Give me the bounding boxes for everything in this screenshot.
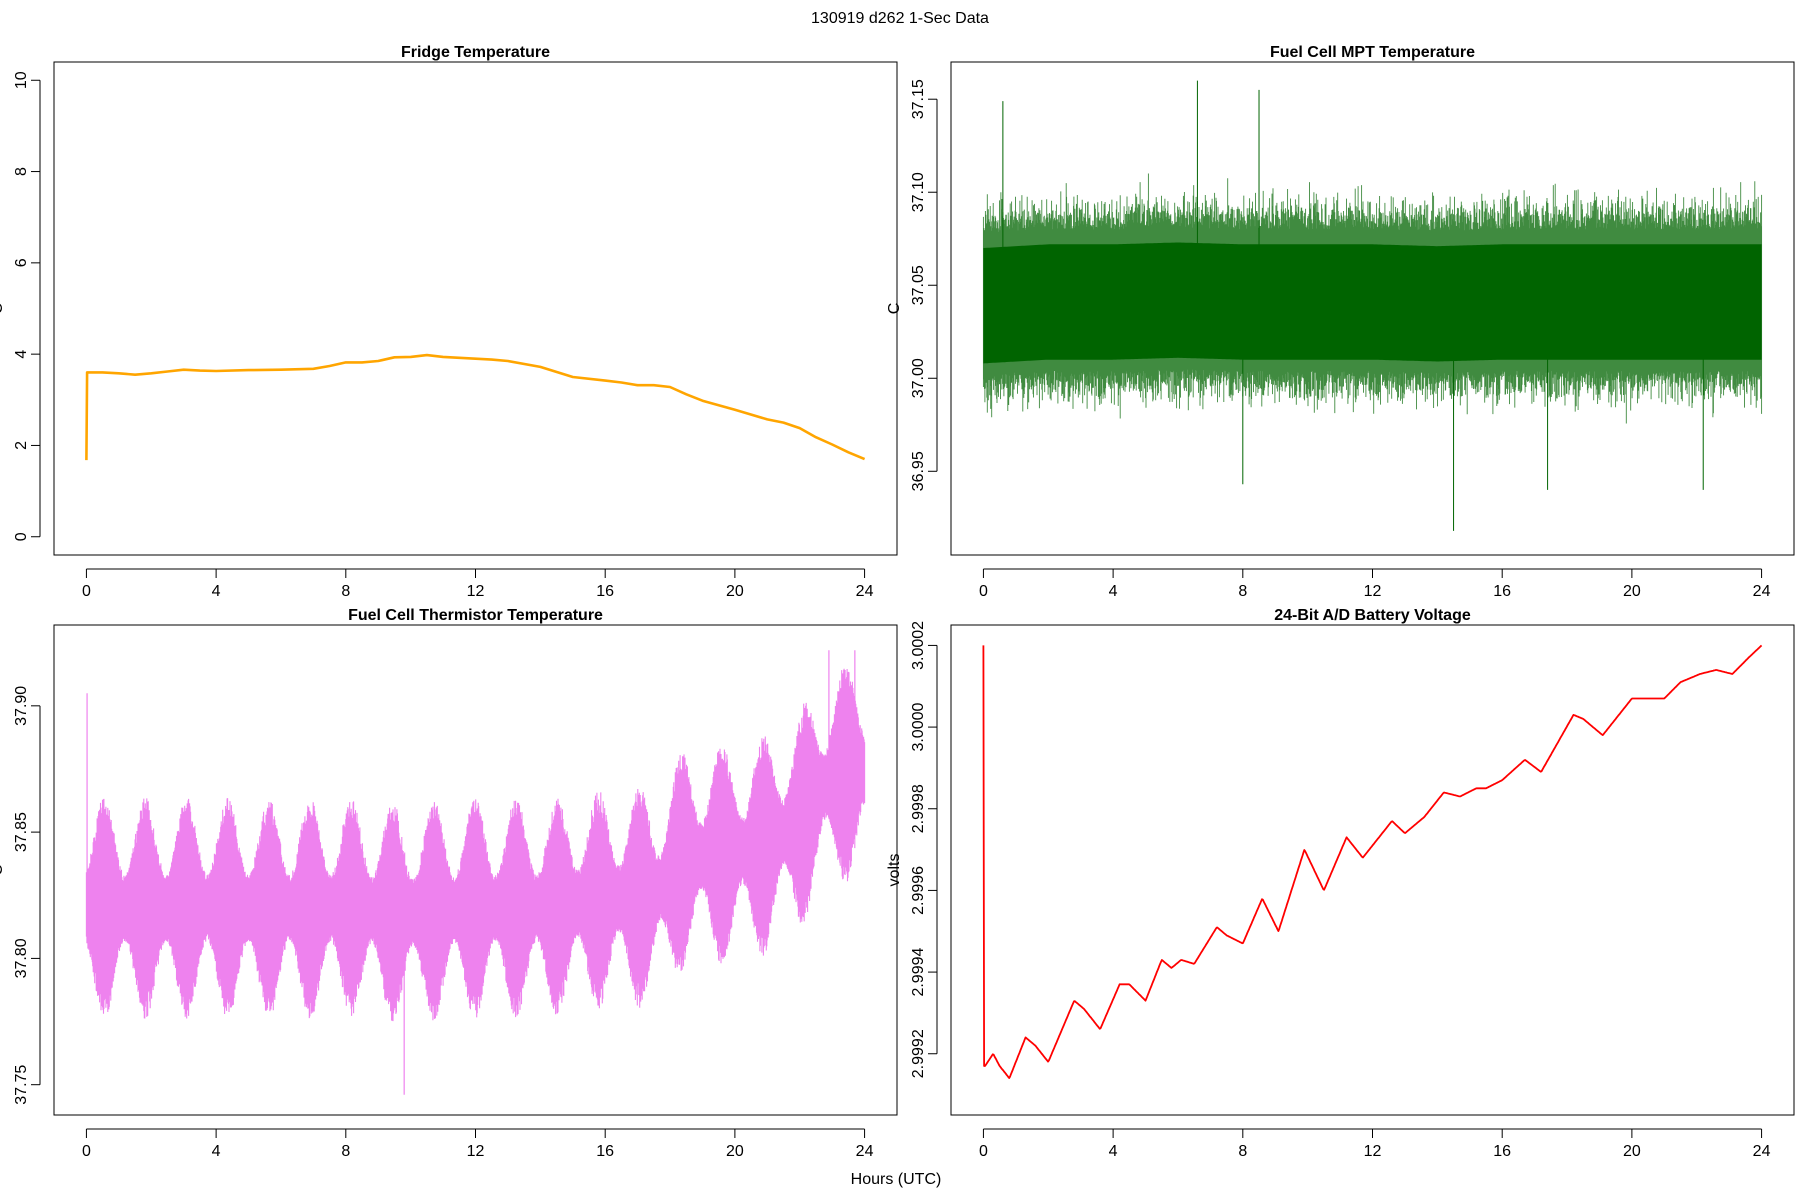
x-tick-label: 24 <box>856 1143 874 1160</box>
y-tick-label: 4 <box>13 350 30 359</box>
series-line-band <box>85 668 866 1022</box>
y-axis: 37.75 37.80 37.85 37.90 <box>13 686 41 1105</box>
x-tick-label: 0 <box>979 1143 988 1160</box>
series-group <box>85 353 866 461</box>
y-axis-label: C <box>0 864 6 876</box>
y-tick-label: 37.05 <box>910 265 927 305</box>
y-axis-label: volts <box>886 854 903 887</box>
y-tick-label: 2.9998 <box>910 784 927 833</box>
x-tick-label: 4 <box>212 1143 221 1160</box>
y-tick-label: 6 <box>13 258 30 267</box>
plot-frame <box>950 61 1795 556</box>
x-axis: 0 4 8 12 16 20 24 <box>82 1128 874 1160</box>
y-axis-label: C <box>0 303 6 315</box>
chart-panel-1: Fridge Temperature048121620240246810C <box>0 44 898 600</box>
x-tick-label: 16 <box>1493 1143 1511 1160</box>
x-tick-label: 0 <box>82 1143 91 1160</box>
chart-title: Fuel Cell Thermistor Temperature <box>348 607 603 624</box>
x-axis: 0 4 8 12 16 20 24 <box>82 568 874 600</box>
x-tick-label: 0 <box>979 583 988 600</box>
y-tick-label: 0 <box>13 532 30 541</box>
x-tick-label: 24 <box>1753 1143 1771 1160</box>
x-tick-label: 16 <box>596 1143 614 1160</box>
plot-frame <box>950 624 1795 1116</box>
y-axis-label: C <box>886 303 903 315</box>
y-axis: 2.9992 2.9994 2.9996 2.9998 3.0000 3.0002 <box>910 621 938 1078</box>
y-tick-label: 2.9992 <box>910 1029 927 1078</box>
shared-x-axis-label: Hours (UTC) <box>851 1171 942 1188</box>
series-group <box>982 80 1763 531</box>
x-tick-label: 12 <box>1364 583 1382 600</box>
y-tick-label: 2.9994 <box>910 948 927 997</box>
x-axis: 0 4 8 12 16 20 24 <box>979 1128 1771 1160</box>
series-group <box>982 644 1763 1079</box>
x-tick-label: 4 <box>1109 1143 1118 1160</box>
y-tick-label: 37.80 <box>13 938 30 978</box>
y-tick-label: 37.00 <box>910 358 927 398</box>
y-tick-label: 37.90 <box>13 686 30 726</box>
x-tick-label: 4 <box>212 583 221 600</box>
chart-title: 24-Bit A/D Battery Voltage <box>1274 607 1471 624</box>
x-tick-label: 0 <box>82 583 91 600</box>
y-tick-label: 3.0000 <box>910 703 927 752</box>
y-tick-label: 36.95 <box>910 451 927 491</box>
y-tick-label: 37.85 <box>13 812 30 852</box>
x-tick-label: 20 <box>726 1143 744 1160</box>
x-tick-label: 8 <box>1238 583 1247 600</box>
series-group <box>85 650 866 1095</box>
y-tick-label: 37.10 <box>910 172 927 212</box>
x-tick-label: 4 <box>1109 583 1118 600</box>
chart-title: Fuel Cell MPT Temperature <box>1270 44 1475 61</box>
x-tick-label: 12 <box>1364 1143 1382 1160</box>
x-tick-label: 12 <box>467 583 485 600</box>
chart-panel-2: Fuel Cell MPT Temperature 0 4 8 12 16 20 24 36.9… <box>886 44 1795 600</box>
y-tick-label: 2 <box>13 441 30 450</box>
y-tick-label: 8 <box>13 167 30 176</box>
x-tick-label: 24 <box>856 583 874 600</box>
x-tick-label: 8 <box>1238 1143 1247 1160</box>
x-tick-label: 8 <box>341 583 350 600</box>
y-tick-label: 37.75 <box>13 1065 30 1105</box>
series-line <box>85 353 866 461</box>
y-axis: 36.95 37.00 37.05 37.10 37.15 <box>910 79 938 491</box>
x-tick-label: 20 <box>726 583 744 600</box>
x-axis: 0 4 8 12 16 20 24 <box>979 568 1771 600</box>
y-tick-label: 2.9996 <box>910 866 927 915</box>
y-tick-label: 3.0002 <box>910 621 927 670</box>
panels: Fridge Temperature048121620240246810CFue… <box>0 44 1795 1160</box>
chart-panel-4: 24-Bit A/D Battery Voltage 0 4 8 12 16 20 24 2.9… <box>886 607 1795 1160</box>
series-line <box>982 644 1763 1079</box>
plot-frame <box>53 61 898 556</box>
y-tick-label: 37.15 <box>910 79 927 119</box>
series-core-band <box>983 242 1762 364</box>
y-tick-label: 10 <box>13 71 30 89</box>
x-tick-label: 8 <box>341 1143 350 1160</box>
plot-frame <box>53 624 898 1116</box>
chart-panel-3: Fuel Cell Thermistor Temperature 0 4 8 12 16 2… <box>0 607 898 1160</box>
figure-title: 130919 d262 1-Sec Data <box>811 10 989 27</box>
x-tick-label: 16 <box>1493 583 1511 600</box>
chart-title: Fridge Temperature <box>401 44 550 61</box>
x-tick-label: 12 <box>467 1143 485 1160</box>
x-tick-label: 16 <box>596 583 614 600</box>
x-tick-label: 20 <box>1623 583 1641 600</box>
x-tick-label: 20 <box>1623 1143 1641 1160</box>
x-tick-label: 24 <box>1753 583 1771 600</box>
y-axis: 0 2 4 6 8 10 <box>13 71 41 541</box>
